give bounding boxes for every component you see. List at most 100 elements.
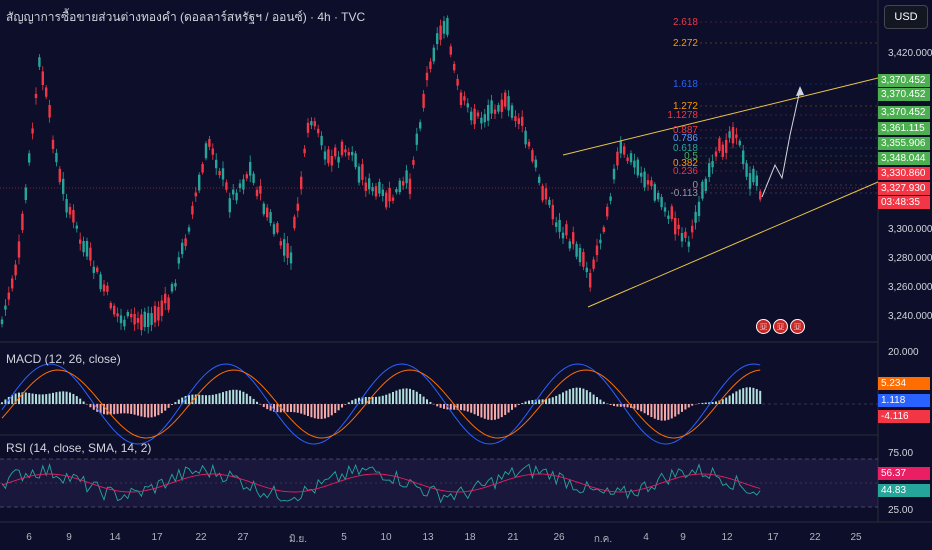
candle-body: [623, 146, 626, 155]
macd-histogram-bar: [375, 396, 377, 404]
macd-histogram-bar: [249, 396, 252, 404]
macd-histogram-bar: [439, 404, 442, 408]
fib-label: 0.382: [672, 158, 698, 169]
us-flag-icon[interactable]: 🇺: [773, 319, 788, 334]
date-label: 17: [767, 532, 779, 543]
candle-body: [320, 135, 323, 146]
macd-histogram-bar: [75, 396, 78, 404]
macd-histogram-bar: [113, 404, 116, 415]
candle-body: [181, 242, 184, 255]
macd-histogram-bar: [514, 404, 517, 408]
candle-body: [606, 206, 609, 217]
candle-body: [150, 313, 153, 325]
fib-label: 0.786: [672, 133, 698, 144]
candle-body: [657, 192, 660, 200]
candle-body: [79, 239, 82, 244]
macd-legend[interactable]: MACD (12, 26, close): [6, 352, 121, 366]
macd-histogram-bar: [684, 404, 687, 410]
price-tag: 3,370.452: [878, 88, 930, 101]
rsi-axis-tick: 25.00: [888, 505, 914, 516]
macd-histogram-bar: [174, 402, 177, 404]
candle-body: [252, 173, 255, 183]
macd-line-tag: 1.118: [878, 394, 930, 407]
us-flag-icon[interactable]: 🇺: [756, 319, 771, 334]
candle-body: [643, 171, 646, 188]
candle-body: [697, 201, 701, 217]
macd-histogram-bar: [453, 404, 456, 410]
candle-body: [327, 149, 330, 164]
candle-body: [663, 207, 667, 212]
candle-body: [7, 292, 10, 300]
macd-histogram-bar: [436, 404, 439, 407]
candle-body: [575, 244, 578, 257]
candle-body: [92, 266, 95, 273]
macd-histogram-bar: [361, 397, 364, 404]
rsi-legend[interactable]: RSI (14, close, SMA, 14, 2): [6, 441, 152, 455]
macd-signal-tag: 5.234: [878, 377, 930, 390]
candle-body: [561, 232, 565, 239]
macd-histogram-bar: [415, 391, 418, 404]
candle-body: [303, 148, 306, 154]
candle-body: [204, 143, 208, 159]
date-label: 10: [380, 532, 392, 543]
candle-body: [272, 224, 276, 235]
candle-body: [731, 127, 735, 144]
macd-histogram-bar: [225, 391, 228, 404]
price-tag: 3,355.906: [878, 137, 930, 150]
macd-histogram-bar: [191, 394, 194, 404]
date-label: 22: [195, 532, 207, 543]
candle-body: [262, 203, 265, 215]
macd-histogram-bar: [725, 397, 728, 404]
candle-body: [191, 205, 194, 215]
macd-histogram-bar: [657, 404, 660, 420]
candle-body: [160, 300, 163, 316]
date-label: ก.ค.: [593, 534, 613, 545]
macd-histogram-bar: [541, 399, 544, 404]
macd-histogram-bar: [307, 404, 309, 417]
candle-body: [208, 139, 211, 147]
macd-histogram-bar: [412, 389, 415, 404]
macd-histogram-bar: [715, 401, 717, 404]
macd-histogram-bar: [640, 404, 643, 412]
candle-body: [289, 252, 293, 264]
currency-button[interactable]: USD: [884, 5, 928, 29]
candle-body: [572, 232, 575, 245]
date-label: 4: [643, 532, 649, 543]
candle-body: [340, 141, 344, 156]
candle-body: [109, 303, 112, 309]
candle-body: [279, 241, 282, 246]
candle-body: [514, 116, 517, 122]
us-flag-icon[interactable]: 🇺: [790, 319, 805, 334]
macd-histogram-bar: [99, 404, 102, 414]
macd-histogram-bar: [126, 404, 129, 414]
date-label: 6: [26, 532, 32, 543]
candle-body: [422, 93, 425, 108]
macd-histogram-bar: [300, 404, 303, 414]
macd-histogram-bar: [181, 397, 184, 404]
candle-body: [680, 233, 684, 242]
candle-body: [344, 149, 347, 153]
date-label: 26: [553, 532, 565, 543]
candle-body: [667, 215, 670, 219]
candle-body: [381, 189, 384, 196]
macd-histogram-bar: [480, 404, 483, 418]
macd-histogram-bar: [171, 404, 173, 405]
candle-body: [466, 103, 469, 108]
macd-histogram-bar: [28, 392, 31, 404]
candle-body: [245, 174, 248, 179]
macd-histogram-bar: [167, 404, 170, 408]
date-label: 12: [721, 532, 733, 543]
fib-label: 1.272: [672, 101, 698, 112]
candle-body: [11, 278, 14, 289]
candle-body: [283, 239, 286, 256]
candle-body: [405, 170, 408, 184]
macd-histogram-bar: [749, 387, 751, 404]
macd-histogram-bar: [52, 392, 54, 404]
candle-body: [755, 175, 758, 187]
candle-body: [147, 312, 150, 327]
macd-histogram-bar: [242, 391, 245, 404]
candle-body: [670, 206, 673, 219]
candle-body: [738, 140, 741, 146]
candle-body: [102, 284, 106, 292]
